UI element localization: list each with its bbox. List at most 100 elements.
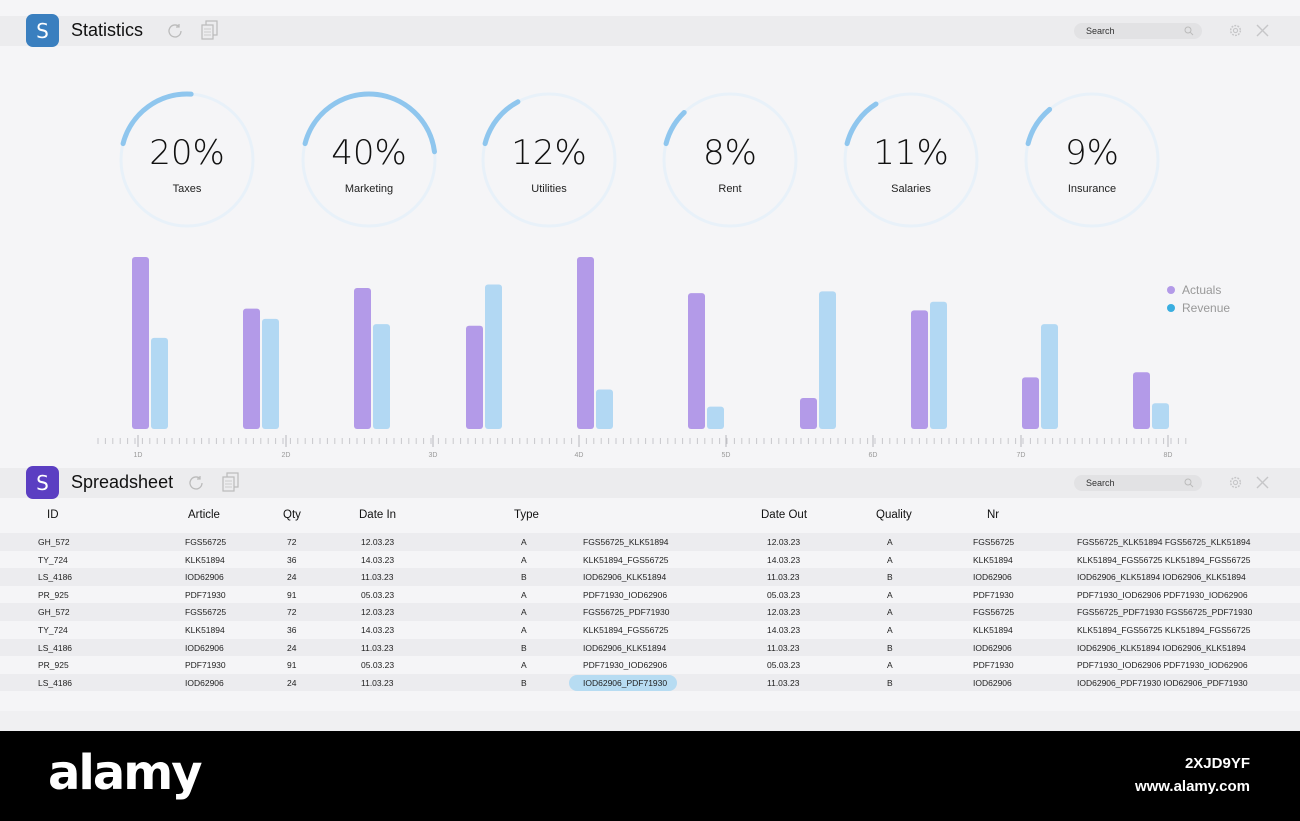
refresh-icon[interactable] <box>187 474 205 492</box>
cell-date-out[interactable]: 11.03.23 <box>767 572 800 583</box>
table-row[interactable]: GH_572 FGS56725 72 12.03.23 A FGS56725_KLK518… <box>0 533 1300 551</box>
table-row[interactable]: GH_572 FGS56725 72 12.03.23 A FGS56725_PDF719… <box>0 603 1300 621</box>
cell-quality[interactable]: A <box>887 589 893 600</box>
cell-article[interactable]: IOD62906 <box>185 572 224 583</box>
column-header-type[interactable]: Type <box>514 509 539 521</box>
cell-qty[interactable]: 36 <box>287 554 297 565</box>
cell-article[interactable]: IOD62906 <box>185 642 224 653</box>
cell-nr[interactable]: FGS56725 <box>973 607 1015 618</box>
cell-code[interactable]: IOD62906_PDF71930 <box>583 677 668 688</box>
copy-icon[interactable] <box>222 472 240 492</box>
cell-qty[interactable]: 91 <box>287 589 297 600</box>
table-row[interactable]: TY_724 KLK51894 36 14.03.23 A KLK51894_FGS567… <box>0 621 1300 639</box>
cell-qty[interactable]: 72 <box>287 537 297 547</box>
statistics-search-input[interactable]: Search <box>1074 23 1202 39</box>
cell-code[interactable]: PDF71930_IOD62906 <box>583 589 668 600</box>
cell-codes[interactable]: FGS56725_KLK51894 FGS56725_KLK51894 <box>1077 537 1251 547</box>
table-row[interactable]: LS_4186 IOD62906 24 11.03.23 B IOD62906_PDF71… <box>0 673 1300 692</box>
cell-quality[interactable]: B <box>887 572 893 583</box>
cell-qty[interactable]: 72 <box>287 607 297 618</box>
cell-date-out[interactable]: 05.03.23 <box>767 660 801 671</box>
column-header-qty[interactable]: Qty <box>283 509 301 521</box>
cell-type[interactable]: B <box>521 642 527 653</box>
cell-date-in[interactable]: 05.03.23 <box>361 660 395 671</box>
column-header-article[interactable]: Article <box>188 509 220 521</box>
cell-code[interactable]: KLK51894_FGS56725 <box>583 554 669 565</box>
cell-nr[interactable]: FGS56725 <box>973 537 1015 547</box>
table-row[interactable]: LS_4186 IOD62906 24 11.03.23 B IOD62906_KLK51… <box>0 638 1300 657</box>
cell-date-in[interactable]: 14.03.23 <box>361 625 395 635</box>
cell-id[interactable]: TY_724 <box>38 625 68 635</box>
cell-id[interactable]: LS_4186 <box>38 677 73 688</box>
cell-type[interactable]: A <box>521 625 527 635</box>
column-header-date-out[interactable]: Date Out <box>761 509 808 521</box>
close-icon[interactable] <box>1256 476 1269 489</box>
cell-codes[interactable]: IOD62906_KLK51894 IOD62906_KLK51894 <box>1077 642 1246 653</box>
cell-codes[interactable]: PDF71930_IOD62906 PDF71930_IOD62906 <box>1077 589 1248 600</box>
cell-qty[interactable]: 36 <box>287 625 297 635</box>
cell-type[interactable]: A <box>521 537 527 547</box>
cell-code[interactable]: FGS56725_PDF71930 <box>583 607 670 618</box>
column-header-id[interactable]: ID <box>47 509 59 521</box>
cell-nr[interactable]: PDF71930 <box>973 660 1014 671</box>
cell-date-in[interactable]: 12.03.23 <box>361 607 395 618</box>
cell-nr[interactable]: IOD62906 <box>973 677 1012 688</box>
cell-article[interactable]: FGS56725 <box>185 607 227 618</box>
cell-codes[interactable]: IOD62906_KLK51894 IOD62906_KLK51894 <box>1077 572 1246 583</box>
cell-quality[interactable]: A <box>887 554 893 565</box>
cell-codes[interactable]: KLK51894_FGS56725 KLK51894_FGS56725 <box>1077 625 1251 635</box>
cell-quality[interactable]: A <box>887 660 893 671</box>
column-header-date-in[interactable]: Date In <box>359 509 397 521</box>
cell-date-out[interactable]: 12.03.23 <box>767 607 801 618</box>
cell-codes[interactable]: PDF71930_IOD62906 PDF71930_IOD62906 <box>1077 660 1248 671</box>
cell-type[interactable]: A <box>521 554 527 565</box>
cell-code[interactable]: PDF71930_IOD62906 <box>583 660 668 671</box>
refresh-icon[interactable] <box>166 22 184 40</box>
cell-codes[interactable]: IOD62906_PDF71930 IOD62906_PDF71930 <box>1077 677 1248 688</box>
cell-id[interactable]: LS_4186 <box>38 572 73 583</box>
cell-article[interactable]: PDF71930 <box>185 589 226 600</box>
cell-date-in[interactable]: 11.03.23 <box>361 642 394 653</box>
cell-id[interactable]: LS_4186 <box>38 642 73 653</box>
cell-date-in[interactable]: 11.03.23 <box>361 677 394 688</box>
cell-quality[interactable]: A <box>887 537 893 547</box>
copy-icon[interactable] <box>201 20 219 40</box>
cell-article[interactable]: IOD62906 <box>185 677 224 688</box>
cell-article[interactable]: KLK51894 <box>185 625 225 635</box>
cell-quality[interactable]: B <box>887 642 893 653</box>
cell-code[interactable]: FGS56725_KLK51894 <box>583 537 669 547</box>
cell-quality[interactable]: B <box>887 677 893 688</box>
cell-date-in[interactable]: 14.03.23 <box>361 554 395 565</box>
table-row[interactable]: LS_4186 IOD62906 24 11.03.23 B IOD62906_KLK51… <box>0 568 1300 586</box>
column-header-nr[interactable]: Nr <box>987 509 1000 521</box>
spreadsheet-search-input[interactable]: Search <box>1074 475 1202 491</box>
cell-article[interactable]: PDF71930 <box>185 660 226 671</box>
cell-nr[interactable]: IOD62906 <box>973 642 1012 653</box>
cell-date-out[interactable]: 11.03.23 <box>767 677 800 688</box>
cell-type[interactable]: A <box>521 607 527 618</box>
cell-date-out[interactable]: 14.03.23 <box>767 554 801 565</box>
cell-date-out[interactable]: 05.03.23 <box>767 589 801 600</box>
cell-id[interactable]: PR_925 <box>38 660 69 671</box>
cell-type[interactable]: B <box>521 677 527 688</box>
cell-nr[interactable]: KLK51894 <box>973 554 1013 565</box>
cell-id[interactable]: TY_724 <box>38 554 68 565</box>
table-row[interactable]: PR_925 PDF71930 91 05.03.23 A PDF71930_IOD629… <box>0 656 1300 674</box>
cell-type[interactable]: A <box>521 589 527 600</box>
cell-nr[interactable]: IOD62906 <box>973 572 1012 583</box>
statistics-app-icon[interactable]: S <box>26 14 59 47</box>
cell-nr[interactable]: KLK51894 <box>973 625 1013 635</box>
cell-article[interactable]: FGS56725 <box>185 537 227 547</box>
cell-date-in[interactable]: 05.03.23 <box>361 589 395 600</box>
cell-code[interactable]: IOD62906_KLK51894 <box>583 642 667 653</box>
cell-id[interactable]: GH_572 <box>38 607 70 618</box>
cell-type[interactable]: B <box>521 572 527 583</box>
cell-date-out[interactable]: 11.03.23 <box>767 642 800 653</box>
cell-article[interactable]: KLK51894 <box>185 554 225 565</box>
cell-type[interactable]: A <box>521 660 527 671</box>
cell-date-in[interactable]: 11.03.23 <box>361 572 394 583</box>
column-header-quality[interactable]: Quality <box>876 509 912 521</box>
cell-qty[interactable]: 24 <box>287 677 297 688</box>
cell-date-in[interactable]: 12.03.23 <box>361 537 395 547</box>
cell-quality[interactable]: A <box>887 607 893 618</box>
